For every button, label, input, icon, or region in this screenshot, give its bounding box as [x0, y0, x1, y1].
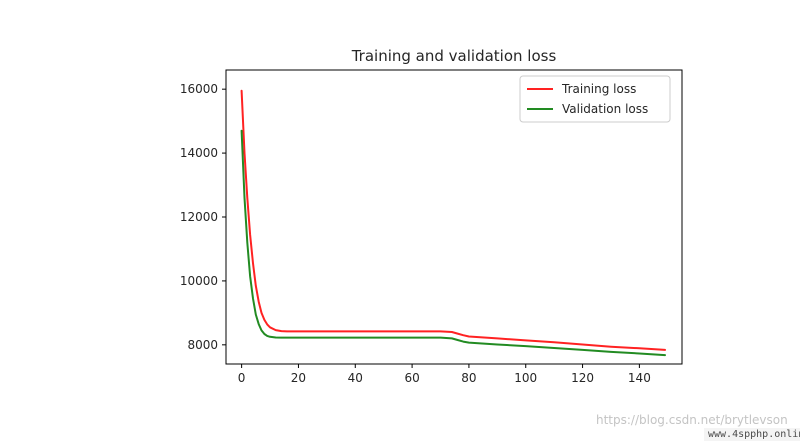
x-tick-label: 120 [571, 371, 594, 385]
x-tick-label: 40 [348, 371, 363, 385]
x-tick-label: 80 [461, 371, 476, 385]
legend-label: Training loss [561, 82, 636, 96]
y-tick-label: 16000 [180, 82, 218, 96]
chart-title: Training and validation loss [351, 47, 557, 65]
x-tick-label: 0 [238, 371, 246, 385]
x-tick-label: 100 [514, 371, 537, 385]
x-tick-label: 60 [404, 371, 419, 385]
legend-box [519, 75, 671, 123]
series-line-training-loss [240, 89, 666, 351]
x-tick-label: 140 [628, 371, 651, 385]
y-tick-label: 14000 [180, 146, 218, 160]
y-tick-label: 8000 [187, 338, 218, 352]
series-line-validation-loss [240, 129, 666, 357]
x-axis: 0 20 40 60 80 100 120 140 [238, 364, 651, 385]
legend: Training loss Validation loss [519, 75, 671, 123]
x-tick-label: 20 [291, 371, 306, 385]
y-tick-label: 12000 [180, 210, 218, 224]
y-axis: 8000 10000 12000 14000 16000 [180, 82, 226, 352]
y-tick-label: 10000 [180, 274, 218, 288]
legend-label: Validation loss [562, 102, 648, 116]
site-watermark: www.4spphp.online [704, 428, 800, 441]
blog-watermark: https://blog.csdn.net/brytlevson [596, 413, 788, 427]
series-lines [240, 89, 666, 357]
